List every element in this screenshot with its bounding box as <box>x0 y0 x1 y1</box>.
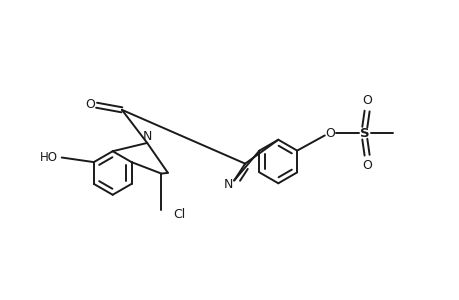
Text: O: O <box>361 94 371 107</box>
Text: HO: HO <box>40 151 58 164</box>
Text: O: O <box>85 98 95 111</box>
Text: S: S <box>359 127 369 140</box>
Text: N: N <box>142 130 151 143</box>
Text: O: O <box>361 159 371 172</box>
Text: N: N <box>223 178 232 191</box>
Text: O: O <box>325 127 335 140</box>
Text: Cl: Cl <box>173 208 185 220</box>
